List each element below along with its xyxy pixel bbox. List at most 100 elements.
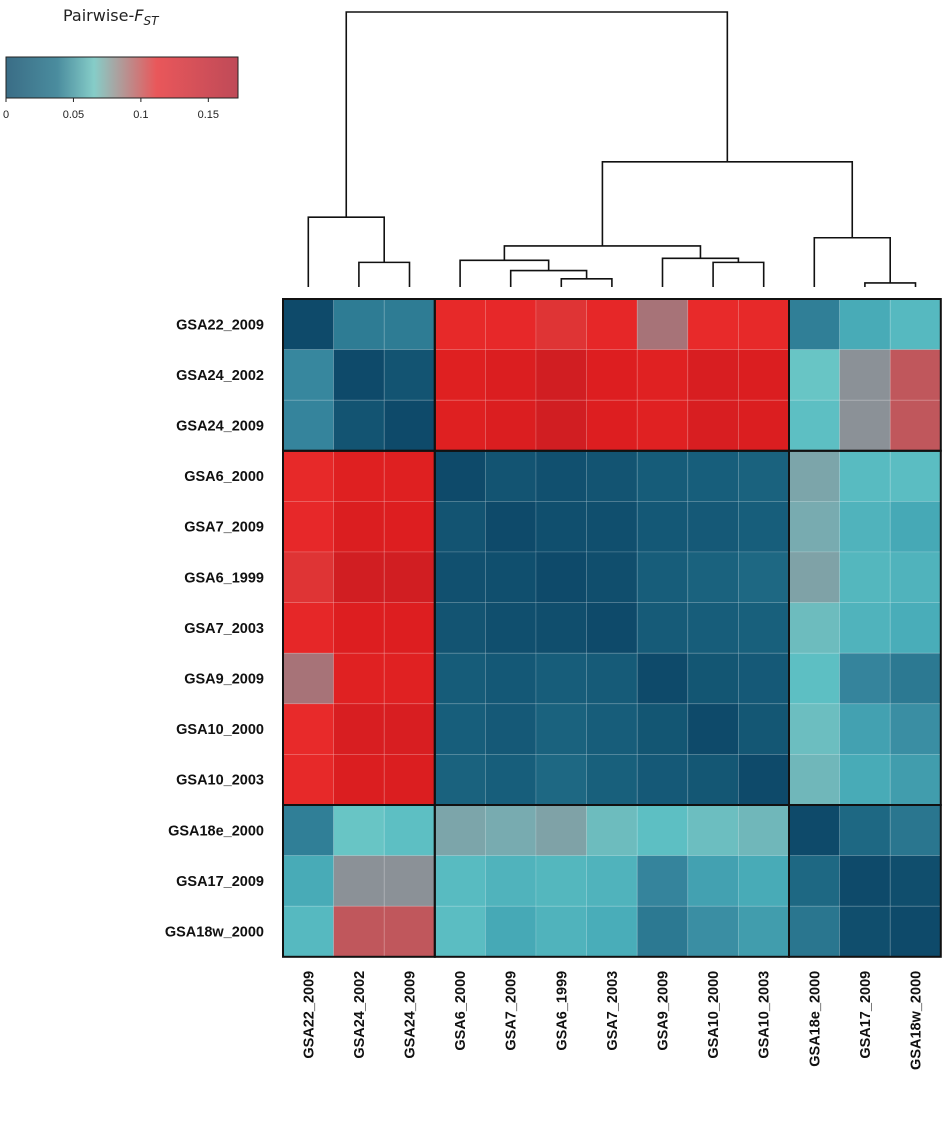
heatmap-cell [434, 298, 486, 350]
heatmap-cell [383, 855, 436, 907]
heatmap-cell [434, 905, 486, 958]
heatmap-cell [839, 754, 891, 806]
column-label: GSA22_2009 [301, 971, 317, 1059]
heatmap-cell [839, 500, 891, 553]
dendrogram-branch [813, 236, 891, 287]
heatmap-cell [889, 399, 942, 452]
heatmap-cell [535, 298, 587, 350]
heatmap-cell [586, 855, 638, 907]
heatmap-cell [333, 905, 385, 958]
column-label: GSA6_1999 [554, 971, 570, 1051]
heatmap-cell [636, 298, 689, 350]
heatmap-cell [434, 399, 486, 452]
heatmap-cell [586, 905, 638, 958]
heatmap-cell [788, 905, 840, 958]
dendrogram-branch [345, 11, 729, 218]
heatmap-cell [535, 500, 587, 553]
row-label: GSA6_1999 [184, 570, 264, 586]
heatmap-cell [889, 703, 942, 755]
heatmap-cell [889, 349, 942, 401]
heatmap-cell [788, 652, 840, 705]
heatmap-cell [383, 804, 436, 856]
heatmap-cell [687, 703, 739, 755]
heatmap-cell [535, 703, 587, 755]
heatmap-cell [636, 754, 689, 806]
heatmap-cell [738, 349, 790, 401]
heatmap-cell [383, 349, 436, 401]
heatmap-cell [687, 551, 739, 603]
heatmap-cell [889, 754, 942, 806]
heatmap-cell [687, 450, 739, 502]
heatmap-cell [586, 804, 638, 856]
heatmap-cell [282, 703, 334, 755]
heatmap-cell [788, 551, 840, 603]
heatmap-cell [636, 500, 689, 553]
heatmap-cell [333, 652, 385, 705]
heatmap-cell [889, 551, 942, 603]
heatmap-cell [282, 551, 334, 603]
legend-tick-label: 0.05 [63, 109, 84, 121]
heatmap-cell [434, 754, 486, 806]
row-label: GSA6_2000 [184, 469, 264, 485]
heatmap-cell [738, 703, 790, 755]
heatmap-cell [484, 298, 537, 350]
heatmap-cell [788, 754, 840, 806]
legend-tick-label: 0.15 [198, 109, 219, 121]
heatmap-cell [333, 450, 385, 502]
row-label: GSA18e_2000 [168, 823, 264, 839]
cluster-block-outline [788, 804, 942, 958]
heatmap-cell [738, 399, 790, 452]
heatmap-cell [535, 652, 587, 705]
heatmap-cell [839, 652, 891, 705]
heatmap-cell [282, 754, 334, 806]
heatmap-cell [738, 855, 790, 907]
heatmap-cell [383, 703, 436, 755]
dendrogram-branch [459, 259, 550, 287]
heatmap-cell [586, 551, 638, 603]
heatmap-cell [333, 602, 385, 654]
legend-color-bar [5, 56, 239, 99]
heatmap-cell [586, 652, 638, 705]
heatmap-cell [535, 754, 587, 806]
dendrogram-branch [864, 282, 917, 287]
heatmap-cell [383, 905, 436, 958]
heatmap-cell [535, 602, 587, 654]
legend-title-prefix: Pairwise- [63, 6, 135, 25]
heatmap-cell [636, 602, 689, 654]
heatmap-cell [333, 804, 385, 856]
column-label: GSA18w_2000 [909, 971, 925, 1070]
heatmap-cell [333, 551, 385, 603]
heatmap-cell [333, 298, 385, 350]
heatmap-cell [738, 754, 790, 806]
heatmap-cell [738, 551, 790, 603]
heatmap-cell [636, 349, 689, 401]
column-label: GSA17_2009 [858, 971, 874, 1059]
heatmap-cell [738, 804, 790, 856]
heatmap-cell [484, 754, 537, 806]
heatmap-cell [839, 298, 891, 350]
legend-tick-label: 0.1 [133, 109, 148, 121]
heatmap-cell [738, 500, 790, 553]
heatmap-cell [535, 905, 587, 958]
row-label: GSA24_2002 [176, 368, 264, 384]
heatmap-cell [484, 703, 537, 755]
heatmap-cell [839, 905, 891, 958]
row-label: GSA24_2009 [176, 419, 264, 435]
heatmap-cell [383, 652, 436, 705]
heatmap-cell [687, 602, 739, 654]
row-label: GSA17_2009 [176, 874, 264, 890]
column-label: GSA7_2009 [504, 971, 520, 1051]
heatmap-cell [484, 450, 537, 502]
heatmap-cell [889, 450, 942, 502]
heatmap-cell [839, 703, 891, 755]
column-label: GSA24_2009 [403, 971, 419, 1059]
row-label: GSA7_2003 [184, 621, 264, 637]
heatmap-cell [586, 399, 638, 452]
heatmap-cell [889, 804, 942, 856]
dendrogram-branch [712, 261, 765, 287]
heatmap-cell [333, 500, 385, 553]
heatmap-cell [282, 905, 334, 958]
heatmap-cell [586, 602, 638, 654]
heatmap-cell [434, 855, 486, 907]
heatmap-cell [484, 500, 537, 553]
